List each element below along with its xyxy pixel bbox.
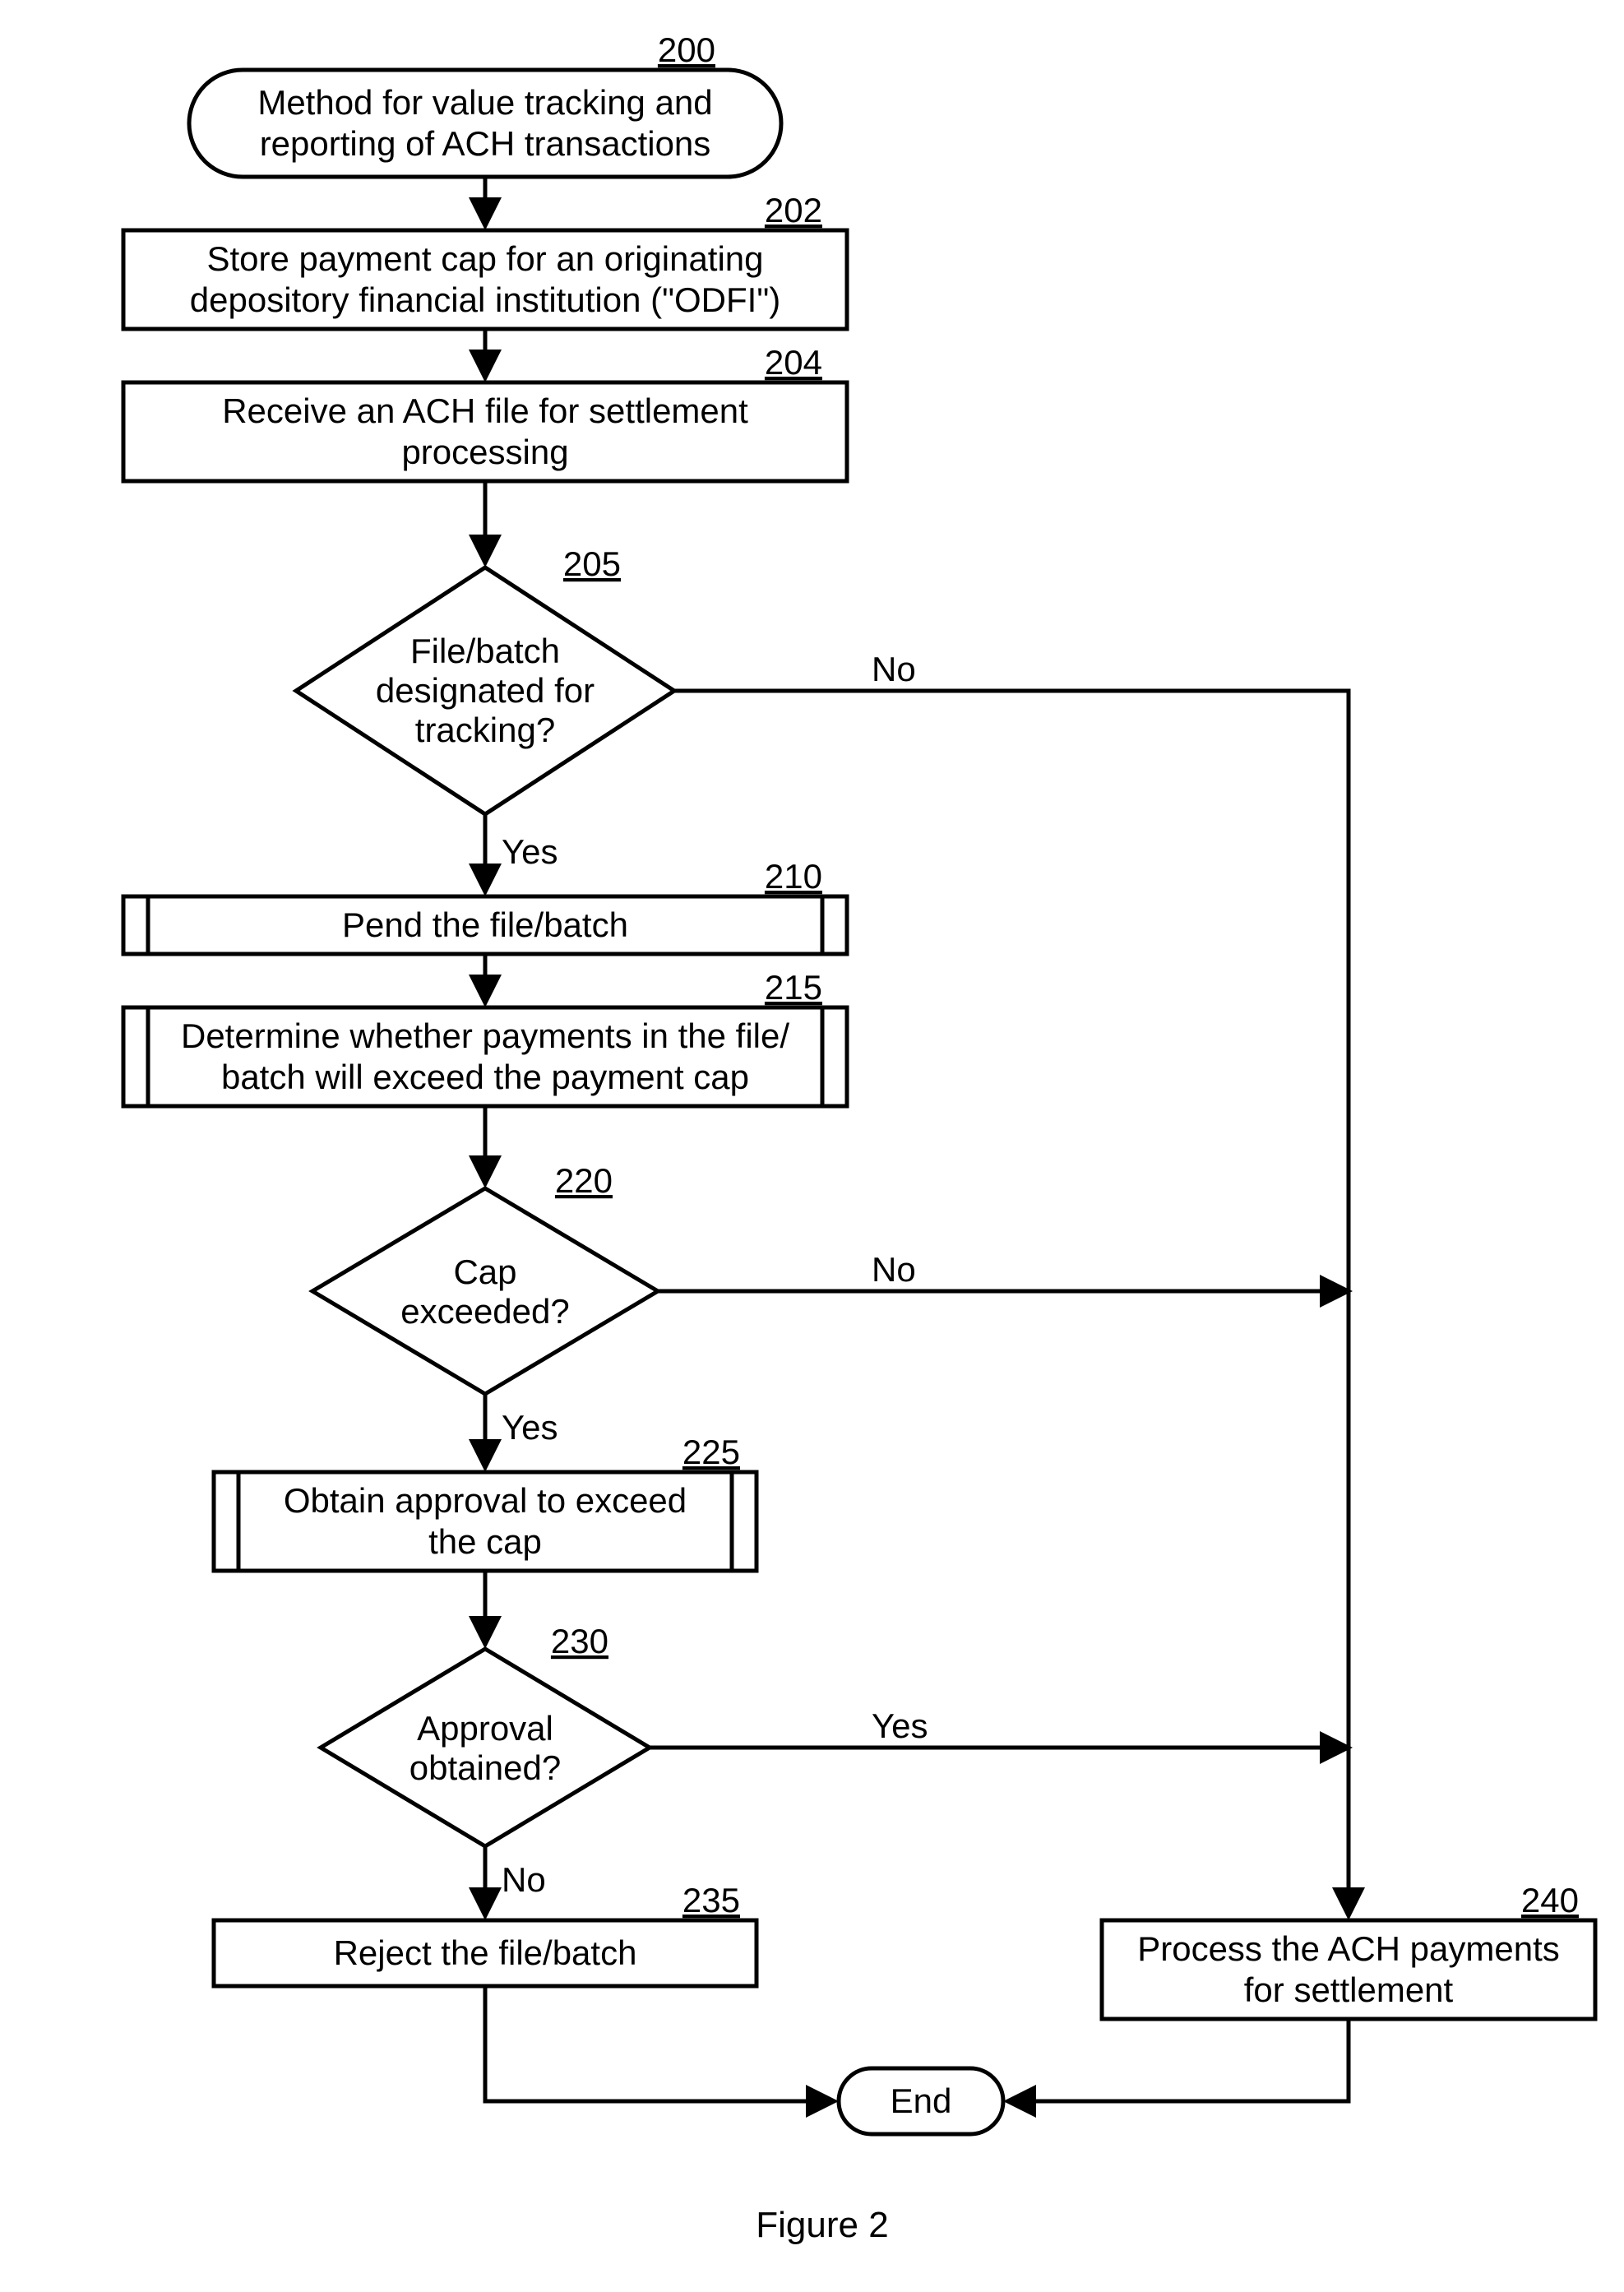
node-220-line1: Cap [453, 1252, 516, 1291]
node-230-line1: Approval [417, 1709, 553, 1748]
node-200-line2: reporting of ACH transactions [260, 124, 711, 163]
node-215-ref: 215 [765, 968, 822, 1007]
edge-230-yes-label: Yes [872, 1706, 928, 1745]
edge-235-end [485, 1986, 835, 2101]
node-205-line3: tracking? [415, 711, 555, 749]
node-200: Method for value tracking and reporting … [189, 30, 781, 177]
node-205: File/batch designated for tracking? 205 [296, 544, 674, 814]
edge-230-no-label: No [502, 1860, 546, 1899]
node-200-ref: 200 [658, 30, 715, 69]
node-220-line2: exceeded? [400, 1292, 570, 1331]
node-210-line1: Pend the file/batch [342, 905, 628, 944]
node-230-ref: 230 [551, 1622, 608, 1660]
node-220-ref: 220 [555, 1161, 613, 1200]
node-202-line2: depository financial institution ("ODFI"… [190, 280, 780, 319]
figure-caption: Figure 2 [756, 2205, 888, 2245]
node-205-line1: File/batch [410, 632, 560, 670]
node-230-line2: obtained? [409, 1748, 562, 1787]
node-204-line1: Receive an ACH file for settlement [222, 391, 748, 430]
node-200-line1: Method for value tracking and [257, 83, 712, 122]
node-204-line2: processing [401, 433, 568, 471]
node-204-ref: 204 [765, 343, 822, 382]
node-215-line2: batch will exceed the payment cap [221, 1058, 749, 1096]
node-end: End [839, 2068, 1003, 2134]
node-205-ref: 205 [563, 544, 621, 583]
edge-240-end [1007, 2019, 1349, 2101]
node-202-line1: Store payment cap for an originating [206, 239, 763, 278]
node-240-line2: for settlement [1244, 1970, 1454, 2009]
node-225-ref: 225 [682, 1433, 740, 1471]
node-202-ref: 202 [765, 191, 822, 229]
node-215-line1: Determine whether payments in the file/ [181, 1016, 789, 1055]
flowchart-canvas: Method for value tracking and reporting … [0, 0, 1624, 2292]
node-240-line1: Process the ACH payments [1137, 1929, 1560, 1968]
node-210-ref: 210 [765, 857, 822, 896]
edge-220-no-label: No [872, 1250, 916, 1289]
node-230: Approval obtained? 230 [321, 1622, 650, 1846]
node-225-line1: Obtain approval to exceed [284, 1481, 687, 1520]
edge-220-yes-label: Yes [502, 1408, 558, 1447]
node-220: Cap exceeded? 220 [312, 1161, 658, 1394]
edge-205-yes-label: Yes [502, 832, 558, 871]
node-225-line2: the cap [428, 1522, 542, 1561]
node-end-label: End [891, 2081, 952, 2120]
node-240-ref: 240 [1521, 1881, 1579, 1919]
node-235-ref: 235 [682, 1881, 740, 1919]
edge-205-no-label: No [872, 650, 916, 688]
node-235-line1: Reject the file/batch [334, 1933, 637, 1972]
node-205-line2: designated for [376, 671, 595, 710]
